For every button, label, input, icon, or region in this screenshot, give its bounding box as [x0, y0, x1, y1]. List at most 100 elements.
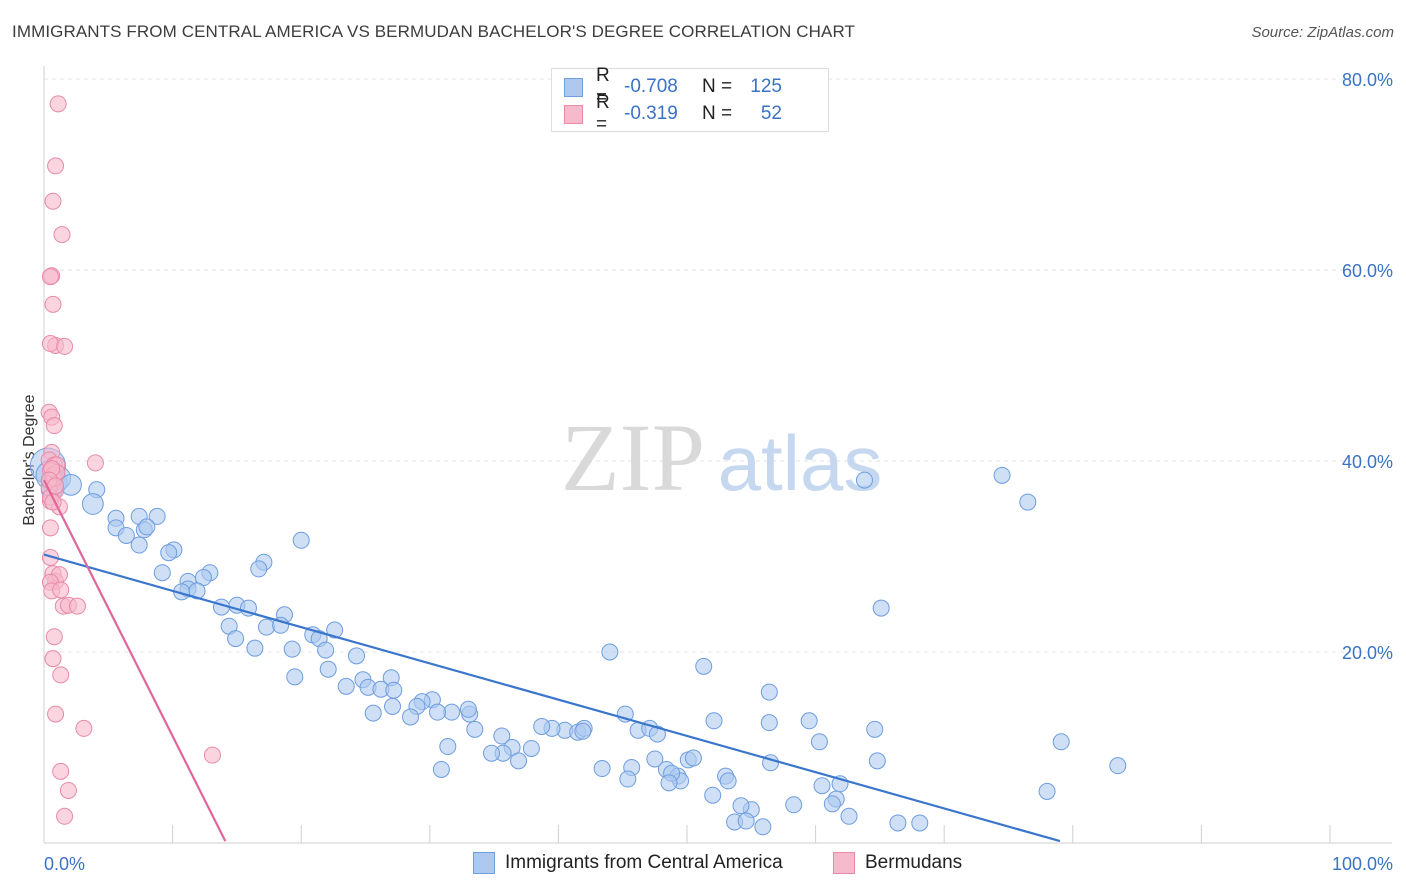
point-bermudans	[47, 157, 65, 175]
point-immigrants	[117, 526, 135, 544]
point-bermudans	[44, 295, 62, 313]
point-immigrants	[466, 720, 484, 738]
legend-row-immigrants: R = -0.708 N = 125	[564, 65, 782, 108]
point-immigrants	[81, 493, 104, 515]
point-bermudans	[68, 597, 86, 615]
legend-r-value: -0.708	[624, 76, 678, 97]
point-bermudans	[53, 226, 71, 244]
trend-line-immigrants	[43, 553, 1061, 843]
point-immigrants	[439, 738, 457, 756]
point-bermudans	[44, 192, 62, 210]
point-bermudans	[59, 781, 77, 799]
series-legend-label: Immigrants from Central America	[505, 852, 783, 873]
y-tick-label: 60.0%	[1342, 261, 1393, 281]
point-immigrants	[337, 677, 355, 695]
point-immigrants	[601, 643, 619, 661]
point-immigrants	[319, 660, 337, 678]
y-tick-label: 20.0%	[1342, 643, 1393, 663]
legend-r-value: -0.319	[624, 103, 678, 124]
legend-n-label: N =	[702, 76, 733, 97]
y-tick-label: 80.0%	[1342, 70, 1393, 90]
tick-labels: 20.0% 40.0% 60.0% 80.0% 0.0% 100.0%	[44, 70, 1393, 874]
source-label: Source: ZipAtlas.com	[1251, 24, 1394, 41]
point-bermudans	[75, 719, 93, 737]
point-immigrants	[283, 640, 301, 658]
point-immigrants	[732, 797, 750, 815]
trend-lines	[43, 479, 1061, 843]
point-immigrants	[402, 708, 420, 726]
data-points	[29, 95, 1127, 836]
point-immigrants	[593, 760, 611, 778]
point-immigrants	[695, 657, 713, 675]
point-immigrants	[246, 639, 264, 657]
series-legend-immigrants[interactable]: Immigrants from Central America	[473, 852, 783, 874]
watermark-zip: ZIP	[561, 404, 705, 511]
point-immigrants	[648, 725, 666, 743]
series-legend-label: Bermudans	[865, 852, 963, 873]
point-immigrants	[250, 560, 268, 578]
point-immigrants	[522, 739, 540, 757]
point-immigrants	[704, 786, 722, 804]
point-bermudans	[47, 705, 65, 723]
point-immigrants	[813, 777, 831, 795]
watermark-atlas: atlas	[718, 419, 883, 507]
series-legend-bermudans[interactable]: Bermudans	[833, 852, 962, 874]
point-immigrants	[326, 621, 344, 639]
point-bermudans	[52, 581, 70, 599]
point-immigrants	[760, 714, 778, 732]
legend-row-bermudans: R = -0.319 N = 52	[564, 92, 782, 135]
point-bermudans	[203, 746, 221, 764]
point-immigrants	[1109, 757, 1127, 775]
series-swatch-immigrants	[473, 852, 495, 874]
legend-swatch-immigrants	[564, 77, 583, 97]
point-immigrants	[619, 770, 637, 788]
point-immigrants	[459, 700, 477, 718]
point-immigrants	[810, 733, 828, 751]
point-immigrants	[911, 814, 929, 832]
point-immigrants	[432, 760, 450, 778]
point-immigrants	[1019, 493, 1037, 511]
point-immigrants	[800, 712, 818, 730]
point-immigrants	[385, 681, 403, 699]
gridlines	[44, 78, 1392, 653]
point-immigrants	[737, 812, 755, 830]
point-immigrants	[483, 744, 501, 762]
point-bermudans	[44, 650, 62, 668]
point-immigrants	[533, 717, 551, 735]
point-immigrants	[227, 630, 245, 648]
point-immigrants	[684, 749, 702, 767]
legend-r-label: R =	[596, 92, 610, 135]
point-immigrants	[1052, 733, 1070, 751]
x-tick-label: 0.0%	[44, 854, 85, 874]
point-immigrants	[719, 772, 737, 790]
point-bermudans	[45, 628, 63, 646]
point-immigrants	[317, 641, 335, 659]
series-legend: Immigrants from Central America Bermudan…	[0, 852, 1406, 878]
point-immigrants	[855, 471, 873, 489]
point-immigrants	[257, 618, 275, 636]
point-immigrants	[429, 703, 447, 721]
chart-title: IMMIGRANTS FROM CENTRAL AMERICA VS BERMU…	[12, 22, 855, 41]
point-immigrants	[660, 774, 678, 792]
point-immigrants	[866, 720, 884, 738]
series-swatch-bermudans	[833, 852, 855, 874]
point-immigrants	[347, 647, 365, 665]
point-immigrants	[993, 466, 1011, 484]
legend-n-value: 52	[760, 103, 782, 124]
point-immigrants	[889, 814, 907, 832]
point-immigrants	[364, 704, 382, 722]
point-immigrants	[823, 795, 841, 813]
point-immigrants	[130, 536, 148, 554]
legend-n-label: N =	[702, 103, 733, 124]
point-bermudans	[41, 268, 59, 286]
point-bermudans	[45, 417, 63, 435]
point-immigrants	[148, 507, 166, 525]
stats-legend: R = -0.708 N = 125 R = -0.319 N = 52	[551, 65, 829, 135]
point-bermudans	[41, 519, 59, 537]
point-bermudans	[41, 335, 59, 353]
point-immigrants	[153, 564, 171, 582]
point-immigrants	[138, 518, 156, 536]
point-immigrants	[785, 796, 803, 814]
point-immigrants	[493, 727, 511, 745]
